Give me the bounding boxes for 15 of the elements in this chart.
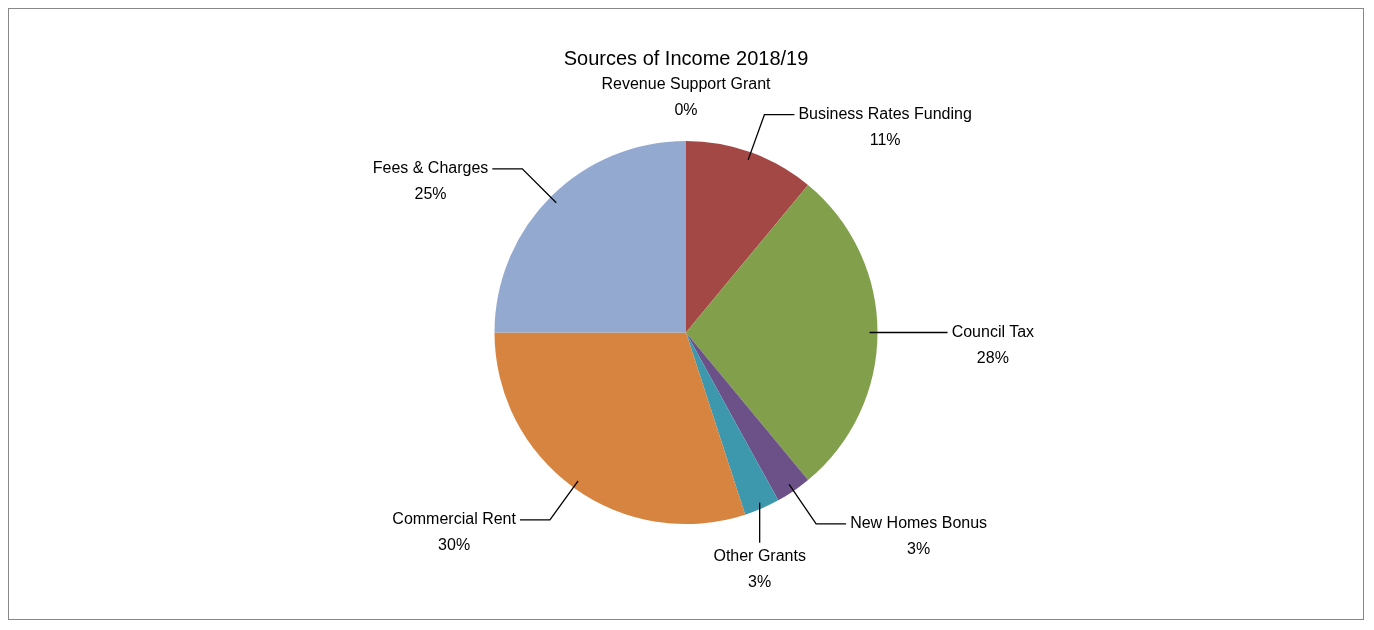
slice-label: Commercial Rent xyxy=(392,510,517,528)
data-label: 30% xyxy=(438,536,471,554)
slice-label: Fees & Charges xyxy=(372,159,489,177)
chart-title: Sources of Income 2018/19 xyxy=(563,46,809,69)
data-label: 3% xyxy=(748,573,772,591)
slice-label: Other Grants xyxy=(713,547,806,565)
slice-label: New Homes Bonus xyxy=(850,514,988,532)
slice-label: Council Tax xyxy=(951,322,1035,340)
data-label: 28% xyxy=(976,348,1009,366)
data-label: 3% xyxy=(907,540,931,558)
data-label: 25% xyxy=(414,185,447,203)
text: 0% xyxy=(674,101,698,119)
slice-label: Business Rates Funding xyxy=(798,105,972,123)
category-label: Revenue Support Grant xyxy=(601,75,771,93)
data-label: 11% xyxy=(869,131,901,149)
